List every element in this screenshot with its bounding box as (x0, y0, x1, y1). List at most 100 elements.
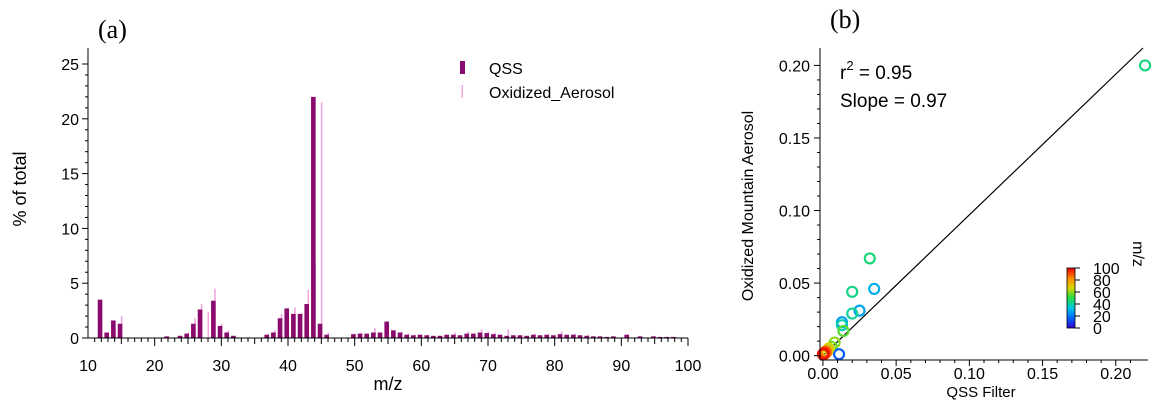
bar-qss (637, 336, 643, 338)
bar-qss (231, 335, 236, 338)
x-tick-label: 50 (346, 358, 364, 375)
bar-qss (217, 325, 223, 338)
colorbar-gradient (1066, 267, 1076, 329)
scatter-point (835, 319, 849, 332)
x-axis-ticks: 0.00 0.05 0.10 0.15 0.20 (807, 360, 1131, 383)
bar-qss (177, 335, 183, 338)
bar-qss (357, 333, 363, 338)
bar-qss (431, 335, 436, 338)
colorbar-tick-label: 0 (1093, 321, 1102, 338)
x-axis-title: QSS Filter (946, 384, 1015, 400)
x-tick-label: 70 (479, 358, 497, 375)
bar-qss (497, 334, 503, 338)
x-axis-ticks: 10 20 30 40 50 60 70 80 90 100 (79, 338, 701, 375)
fit-line (822, 47, 1144, 357)
scatter-point (818, 346, 831, 359)
bar-qss (437, 335, 443, 338)
bar-qss (604, 336, 609, 338)
bar-qss (117, 323, 123, 338)
x-tick-label: 10 (79, 358, 97, 375)
bar-qss (351, 334, 356, 338)
y-tick-label: 0.05 (779, 276, 810, 293)
bar-oxidized-aerosol (320, 102, 323, 338)
legend-swatch-qss (460, 61, 465, 74)
bar-qss (104, 332, 109, 338)
scatter-point (846, 285, 859, 298)
bar-qss (304, 304, 309, 338)
bar-qss (464, 333, 469, 338)
y-tick-label: 0 (70, 331, 79, 348)
bar-qss (191, 323, 196, 338)
bar-qss (164, 336, 169, 338)
scatter-point (1138, 59, 1152, 72)
y-tick-label: 0.10 (779, 204, 810, 221)
bar-qss (564, 334, 569, 338)
x-tick-label: 80 (546, 358, 564, 375)
bar-qss (651, 336, 656, 338)
r-squared-value: = 0.95 (854, 63, 913, 84)
bar-qss (664, 336, 669, 338)
legend-swatch-oxidized (461, 85, 463, 98)
bar-qss (284, 308, 289, 338)
fit-annotation: r2 = 0.95 Slope = 0.97 (840, 58, 947, 112)
bar-qss (671, 336, 676, 338)
scatter-point (853, 304, 866, 317)
bar-qss (484, 333, 489, 338)
colorbar-tick-label: 40 (1093, 297, 1111, 314)
bar-qss (471, 333, 476, 338)
y-tick-label: 0.00 (779, 349, 810, 366)
bar-qss (557, 334, 563, 338)
bar-oxidized-aerosol (507, 329, 510, 338)
bar-qss (491, 334, 496, 338)
x-tick-label: 40 (279, 358, 297, 375)
bar-qss (624, 334, 629, 338)
bar-qss (544, 334, 549, 338)
bar-qss (504, 335, 509, 338)
bar-qss (611, 336, 616, 338)
y-tick-label: 5 (70, 276, 79, 293)
bar-qss (451, 334, 456, 338)
y-tick-label: 0.20 (779, 58, 810, 75)
y-axis-title: % of total (10, 151, 30, 226)
scatter-points (816, 59, 1152, 361)
regression-line (822, 47, 1144, 357)
bar-qss (377, 332, 383, 338)
bar-qss (277, 318, 283, 338)
bar-qss (197, 309, 203, 338)
bar-qss (391, 330, 396, 338)
bar-qss (397, 332, 403, 338)
y-tick-label: 0.15 (779, 131, 810, 148)
bar-qss (571, 334, 576, 338)
bar-qss (591, 336, 596, 338)
colorbar-label: m/z (1129, 241, 1146, 267)
spectrum-bars (97, 96, 676, 338)
bar-qss (584, 335, 589, 338)
scatter-point (846, 307, 859, 320)
x-tick-label: 90 (612, 358, 630, 375)
bar-qss (551, 335, 556, 338)
bar-qss (384, 321, 389, 338)
x-tick-label: 0.10 (954, 366, 985, 383)
legend-label-qss: QSS (489, 61, 523, 78)
x-tick-label: 30 (212, 358, 230, 375)
y-axis-ticks: 0 5 10 15 20 25 (61, 57, 88, 348)
bar-qss (317, 323, 323, 338)
bar-qss (417, 334, 423, 338)
bar-qss (524, 335, 529, 338)
spectrum-panel: (a) 0 5 10 15 20 25 10 20 30 40 50 60 70 80 90 100 m/z… (10, 15, 701, 394)
panel-b-label: (b) (830, 5, 860, 34)
y-axis-ticks: 0.00 0.05 0.10 0.15 0.20 (779, 58, 820, 366)
bar-qss (444, 334, 449, 338)
x-tick-label: 60 (412, 358, 430, 375)
scatter-point (832, 348, 846, 361)
bar-qss (364, 333, 369, 338)
slope-label: Slope = 0.97 (840, 91, 947, 112)
bar-qss (264, 334, 269, 338)
colorbar-tick-label: 60 (1093, 285, 1111, 302)
bar-qss (657, 336, 663, 338)
bar-qss (517, 335, 523, 338)
bar-qss (511, 335, 516, 338)
bar-qss (597, 336, 603, 338)
r-symbol: r (840, 63, 847, 84)
